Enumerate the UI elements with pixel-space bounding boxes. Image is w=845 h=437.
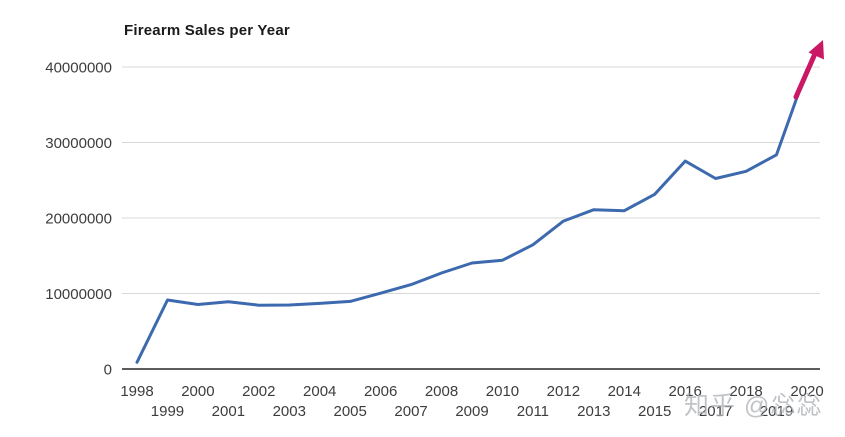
- x-tick-label: 2000: [181, 383, 214, 400]
- y-tick-label: 10000000: [45, 286, 112, 303]
- y-tick-label: 20000000: [45, 211, 112, 228]
- trend-arrow-head: [808, 40, 824, 60]
- y-tick-label: 0: [104, 362, 112, 379]
- x-tick-label: 2002: [242, 383, 275, 400]
- x-tick-label: 2003: [273, 403, 306, 420]
- x-tick-label: 2013: [577, 403, 610, 420]
- x-tick-label: 1998: [120, 383, 153, 400]
- x-tick-label: 2007: [394, 403, 427, 420]
- x-tick-label: 2005: [333, 403, 366, 420]
- x-tick-label: 2016: [668, 383, 701, 400]
- x-tick-label: 2015: [638, 403, 671, 420]
- trend-arrow-shaft: [793, 53, 817, 100]
- x-tick-label: 2004: [303, 383, 336, 400]
- x-tick-label: 2001: [212, 403, 245, 420]
- y-tick-label: 30000000: [45, 135, 112, 152]
- chart-title: Firearm Sales per Year: [124, 22, 290, 39]
- x-tick-label: 2009: [455, 403, 488, 420]
- x-tick-label: 2019: [760, 403, 793, 420]
- x-tick-label: 2012: [547, 383, 580, 400]
- data-line: [135, 67, 809, 364]
- x-tick-label: 2018: [729, 383, 762, 400]
- x-tick-label: 2017: [699, 403, 732, 420]
- x-tick-label: 2014: [608, 383, 641, 400]
- x-tick-label: 1999: [151, 403, 184, 420]
- x-tick-label: 2011: [517, 403, 549, 420]
- y-tick-label: 40000000: [45, 60, 112, 77]
- x-tick-label: 2020: [790, 383, 823, 400]
- x-tick-label: 2008: [425, 383, 458, 400]
- x-tick-label: 2006: [364, 383, 397, 400]
- x-tick-label: 2010: [486, 383, 519, 400]
